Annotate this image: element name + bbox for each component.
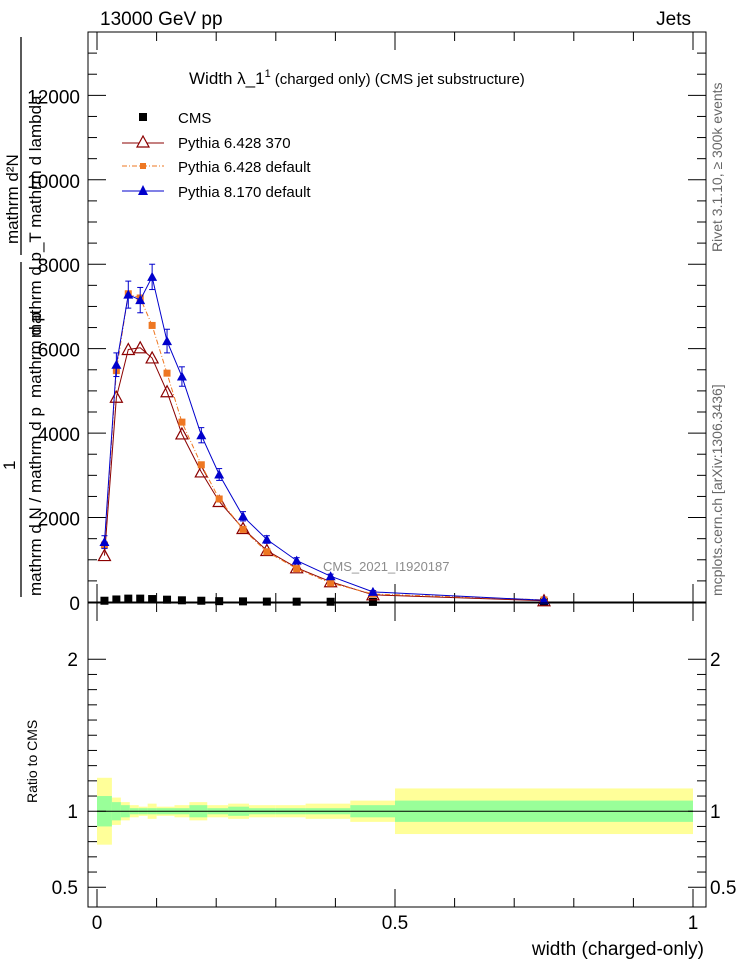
main-y-tick-label: 8000 <box>38 256 80 277</box>
main-y-tick-label: 12000 <box>27 87 80 108</box>
y-label-denom: mathrm d p_T mathrm d lambda <box>26 95 45 338</box>
data-point <box>539 595 549 605</box>
data-point <box>99 537 110 547</box>
data-point <box>291 555 302 565</box>
cms-data-point <box>215 597 224 606</box>
cms-data-point <box>368 597 377 606</box>
legend-marker-p6-default <box>140 163 146 169</box>
data-point <box>176 371 187 381</box>
main-y-tick-labels: 0 2000 4000 6000 8000 10000 12000 <box>27 87 80 615</box>
ratio-axes-layer: 0.5 0.5 1 1 2 2 0 0.5 1 <box>52 603 736 934</box>
series-line-2 <box>104 293 545 601</box>
legend-label-p6-default: Pythia 6.428 default <box>178 159 311 176</box>
data-point <box>197 461 205 469</box>
data-point <box>109 389 124 403</box>
data-point <box>97 548 112 562</box>
y-label-extra: mathrm d p <box>26 312 45 398</box>
ratio-y-tick-label: 2 <box>67 650 78 671</box>
cms-data-point <box>262 597 271 606</box>
data-point <box>145 350 160 364</box>
data-point <box>123 289 134 299</box>
data-point <box>239 525 247 533</box>
main-y-tick-label: 10000 <box>27 172 80 193</box>
main-y-axis <box>88 31 706 603</box>
data-point <box>121 342 136 356</box>
data-point <box>215 495 223 503</box>
legend-marker-p6-370 <box>135 134 151 148</box>
mcplots-label: mcplots.cern.ch [arXiv:1306.3436] <box>709 384 725 596</box>
data-point <box>148 321 156 329</box>
data-point <box>135 295 146 305</box>
x-tick-label: 1 <box>688 913 699 934</box>
series-line-1 <box>104 347 545 602</box>
ratio-y-tick-label-right: 2 <box>710 650 721 671</box>
x-tick-label: 0.5 <box>382 913 408 934</box>
data-point <box>325 571 336 581</box>
analysis-watermark: CMS_2021_I1920187 <box>323 559 450 574</box>
cms-data-point <box>197 596 206 605</box>
cms-data-point <box>124 594 133 603</box>
cms-data-point <box>292 597 301 606</box>
legend-label-p6-370: Pythia 6.428 370 <box>178 135 291 152</box>
chart-title-main: Width λ_1 <box>189 69 265 88</box>
cms-data-point <box>112 595 121 604</box>
data-point <box>261 534 272 544</box>
legend: CMS Pythia 6.428 370 Pythia 6.428 defaul… <box>122 110 311 201</box>
data-point <box>174 426 189 440</box>
legend-label-cms: CMS <box>178 110 211 127</box>
main-y-tick-label: 6000 <box>38 341 80 362</box>
cms-data-point <box>163 595 172 604</box>
x-axis-label: width (charged-only) <box>531 939 704 960</box>
data-point <box>214 469 225 479</box>
data-point <box>293 565 301 573</box>
ratio-frame <box>87 602 707 908</box>
ratio-y-label: Ratio to CMS <box>24 720 40 803</box>
ratio-y-tick-label-right: 1 <box>710 802 721 823</box>
main-y-tick-label: 2000 <box>38 510 80 531</box>
data-point <box>327 579 335 587</box>
data-point <box>163 369 171 377</box>
y-label-one: 1 <box>0 461 19 470</box>
data-point <box>367 586 378 596</box>
main-series-layer <box>97 263 552 607</box>
ratio-bands-layer <box>97 777 693 845</box>
data-point <box>160 384 175 398</box>
data-point <box>162 336 173 346</box>
legend-marker-p8-default <box>138 185 148 195</box>
ratio-y-tick-label-right: 0.5 <box>710 878 736 899</box>
header-left: 13000 GeV pp <box>100 9 223 30</box>
header-right: Jets <box>656 9 691 30</box>
data-point <box>147 271 158 281</box>
data-point <box>238 511 249 521</box>
cms-data-point <box>100 596 109 605</box>
cms-data-point <box>326 597 335 606</box>
legend-marker-cms <box>139 113 147 121</box>
rivet-label: Rivet 3.1.10, ≥ 300k events <box>709 82 725 252</box>
ratio-y-tick-label: 1 <box>67 802 78 823</box>
series-line-3 <box>104 275 545 601</box>
data-point <box>111 359 122 369</box>
chart-title: Width λ_11 (charged only) (CMS jet substr… <box>189 68 525 88</box>
legend-label-p8-default: Pythia 8.170 default <box>178 184 311 201</box>
cms-data-point <box>177 596 186 605</box>
data-point <box>263 548 271 556</box>
main-y-tick-label: 0 <box>69 594 80 615</box>
cms-data-point <box>136 594 145 603</box>
data-point <box>196 430 207 440</box>
data-point <box>133 340 148 354</box>
chart-title-sup: 1 <box>265 68 271 80</box>
ratio-y-tick-label: 0.5 <box>52 878 78 899</box>
main-frame <box>87 31 707 603</box>
y-label-numer: mathrm d²N <box>3 154 22 244</box>
x-tick-label: 0 <box>92 913 103 934</box>
data-point <box>178 418 186 426</box>
chart-title-rest: (charged only) (CMS jet substructure) <box>275 71 525 88</box>
cms-data-point <box>148 595 157 604</box>
cms-data-point <box>239 597 248 606</box>
y-label-fraction-denom: mathrm d N / mathrm d p <box>26 407 45 596</box>
main-y-tick-label: 4000 <box>38 425 80 446</box>
